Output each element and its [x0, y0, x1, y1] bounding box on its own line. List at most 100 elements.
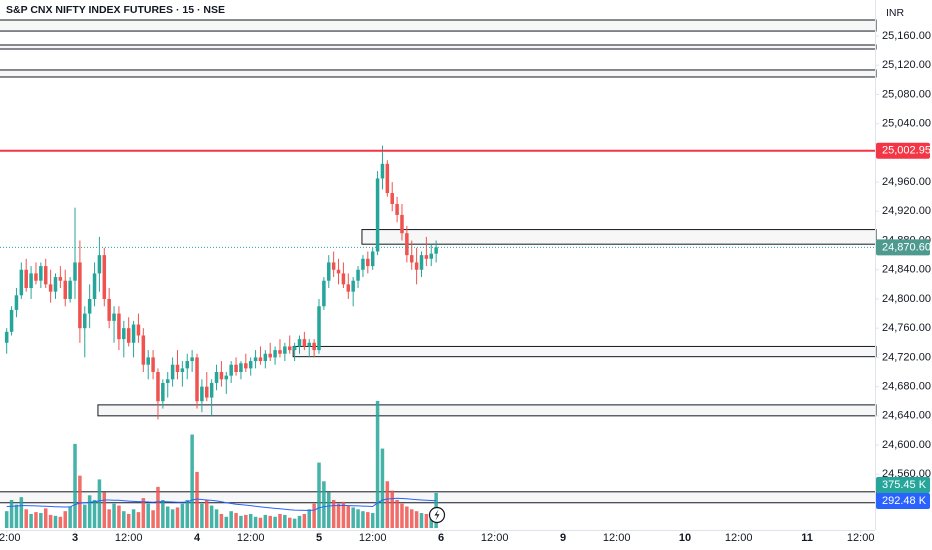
y-tick-label: 24,960.00 [882, 176, 931, 188]
volume-bar [14, 504, 19, 528]
zone [292, 345, 877, 358]
candle-body [414, 262, 419, 270]
candle-body [263, 353, 268, 362]
candle-body [292, 346, 297, 351]
candle-body [370, 251, 375, 267]
volume-bar [253, 516, 258, 528]
candle-body [375, 178, 380, 252]
volume-bar [53, 515, 58, 528]
candle-body [322, 280, 326, 307]
x-tick-label: 4 [194, 532, 201, 544]
y-tick-label: 24,600.00 [882, 439, 931, 451]
candle-body [346, 284, 351, 292]
volume-bar [43, 508, 48, 528]
volume-bar [248, 513, 253, 528]
candle-body [248, 361, 253, 369]
volume-bar [336, 503, 341, 528]
candle-body [390, 193, 394, 205]
candle-body [253, 357, 258, 362]
volume-bar [205, 499, 209, 528]
volume-bar [400, 503, 404, 528]
plot-area [0, 19, 877, 528]
last-price-label: 24,870.60 [882, 241, 931, 253]
volume-bar [370, 513, 375, 528]
volume-bar [107, 509, 111, 528]
candle-body [400, 214, 404, 234]
volume-bar [146, 503, 150, 528]
candle-body [180, 368, 185, 373]
volume-bar [170, 509, 175, 528]
zone [0, 19, 877, 32]
volume-bar [78, 475, 82, 528]
candle-body [429, 253, 434, 259]
volume-ma-label: 292.48 K [882, 495, 927, 507]
volume-bar [283, 514, 287, 528]
candle-body [87, 298, 92, 314]
volume-bar [409, 509, 414, 528]
volume-bar [234, 513, 238, 528]
volume-bar [39, 513, 43, 528]
volume-bar [375, 400, 380, 528]
candle-body [175, 364, 180, 373]
candle-body [268, 353, 272, 358]
volume-bar [244, 514, 248, 528]
volume-bar [317, 462, 321, 528]
candle-body [200, 386, 204, 402]
zone [97, 404, 877, 417]
volume-bar [161, 499, 165, 528]
candle-body [341, 273, 346, 285]
candle-body [19, 269, 24, 296]
candle-body [14, 295, 19, 310]
x-tick-label: 12:00 [481, 532, 509, 544]
volume-bar [68, 506, 72, 528]
volume-bar [131, 509, 136, 528]
x-tick-label: 12:00 [603, 532, 631, 544]
candle-body [327, 262, 331, 281]
volume-bar [136, 512, 141, 528]
volume-bar [200, 503, 204, 528]
replay-icon[interactable] [428, 506, 446, 524]
x-tick-label: 12:00 [359, 532, 387, 544]
candle-body [297, 339, 302, 347]
volume-bar [307, 509, 312, 528]
volume-bar [97, 479, 102, 528]
currency: INR [886, 7, 905, 19]
volume-bar [126, 513, 131, 528]
candle-body [165, 379, 170, 383]
candle-body [34, 273, 38, 281]
candle-body [92, 273, 97, 299]
candle-body [351, 280, 355, 292]
x-tick-label: 12:00 [0, 532, 20, 544]
candle-body [380, 163, 385, 179]
x-tick-label: 3 [72, 532, 78, 544]
volume-bar [112, 503, 116, 528]
price-axis: 25,160.00 25,120.00 25,080.00 25,040.00 24,9… [875, 0, 931, 530]
y-tick-label: 24,640.00 [882, 410, 931, 422]
volume-bar [73, 443, 77, 528]
volume-bar [9, 499, 14, 528]
x-tick-label: 12:00 [237, 532, 265, 544]
volume-bar [258, 517, 263, 528]
y-tick-label: 24,680.00 [882, 381, 931, 393]
candle-body [356, 269, 360, 281]
volume-bar [141, 498, 146, 528]
volume-bar [24, 509, 28, 528]
alert-label: 25,002.95 [882, 145, 931, 157]
icon-bolt [434, 509, 440, 521]
candle-body [131, 324, 136, 343]
volume-bar [278, 513, 282, 528]
zone [0, 69, 877, 78]
y-tick-label: 24,800.00 [882, 293, 931, 305]
volume-bar [63, 511, 68, 528]
volume-bar [327, 492, 331, 528]
candle-body [112, 313, 116, 321]
volume-bar [117, 505, 121, 528]
volume-bar [405, 506, 409, 528]
candle-body [395, 204, 399, 215]
volume-bar [58, 516, 63, 528]
volume-bar [165, 506, 170, 528]
y-tick-label: 25,160.00 [882, 30, 931, 42]
candle-body [312, 342, 316, 351]
